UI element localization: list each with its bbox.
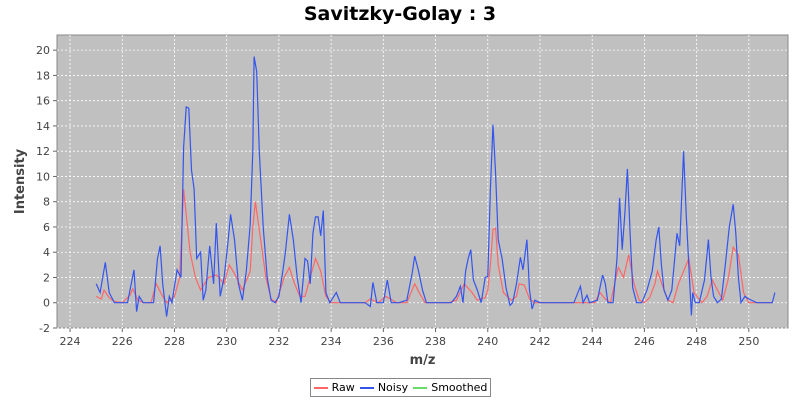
y-axis-label: Intensity: [13, 148, 28, 214]
x-tick-label: 228: [164, 335, 185, 348]
y-tick-label: 10: [36, 170, 50, 183]
x-tick-label: 226: [112, 335, 133, 348]
legend-label-noisy: Noisy: [377, 381, 409, 394]
x-tick-label: 238: [425, 335, 446, 348]
x-tick-label: 250: [738, 335, 759, 348]
y-tick-label: 6: [43, 221, 50, 234]
x-axis-label: m/z: [410, 353, 436, 368]
chart-title: Savitzky-Golay : 3: [303, 3, 497, 25]
x-tick-label: 232: [268, 335, 289, 348]
legend: Raw Noisy Smoothed: [310, 378, 491, 397]
x-tick-label: 248: [686, 335, 707, 348]
y-tick-label: 2: [43, 271, 50, 284]
x-tick-label: 236: [373, 335, 394, 348]
y-tick-label: -2: [39, 322, 50, 335]
x-tick-label: 240: [477, 335, 498, 348]
legend-swatch-smoothed: [413, 386, 428, 389]
y-tick-label: 16: [36, 95, 50, 108]
legend-item-raw: Raw: [313, 381, 355, 394]
legend-label-smoothed: Smoothed: [431, 381, 488, 394]
x-tick-label: 230: [216, 335, 237, 348]
y-tick-label: 8: [43, 196, 50, 209]
y-tick-label: 14: [36, 120, 50, 133]
y-tick-label: 12: [36, 145, 50, 158]
legend-swatch-raw: [313, 386, 328, 389]
x-tick-label: 244: [582, 335, 603, 348]
y-tick-label: 0: [43, 297, 50, 310]
y-tick-label: 4: [43, 246, 50, 259]
legend-swatch-noisy: [359, 386, 374, 389]
y-tick-label: 20: [36, 44, 50, 57]
legend-item-noisy: Noisy: [359, 381, 409, 394]
x-tick-label: 246: [634, 335, 655, 348]
series-line-noisy: [95, 56, 776, 317]
legend-label-raw: Raw: [331, 381, 355, 394]
x-tick-label: 234: [321, 335, 342, 348]
x-tick-label: 242: [529, 335, 550, 348]
y-tick-label: 18: [36, 69, 50, 82]
legend-item-smoothed: Smoothed: [413, 381, 487, 394]
x-tick-label: 224: [60, 335, 81, 348]
